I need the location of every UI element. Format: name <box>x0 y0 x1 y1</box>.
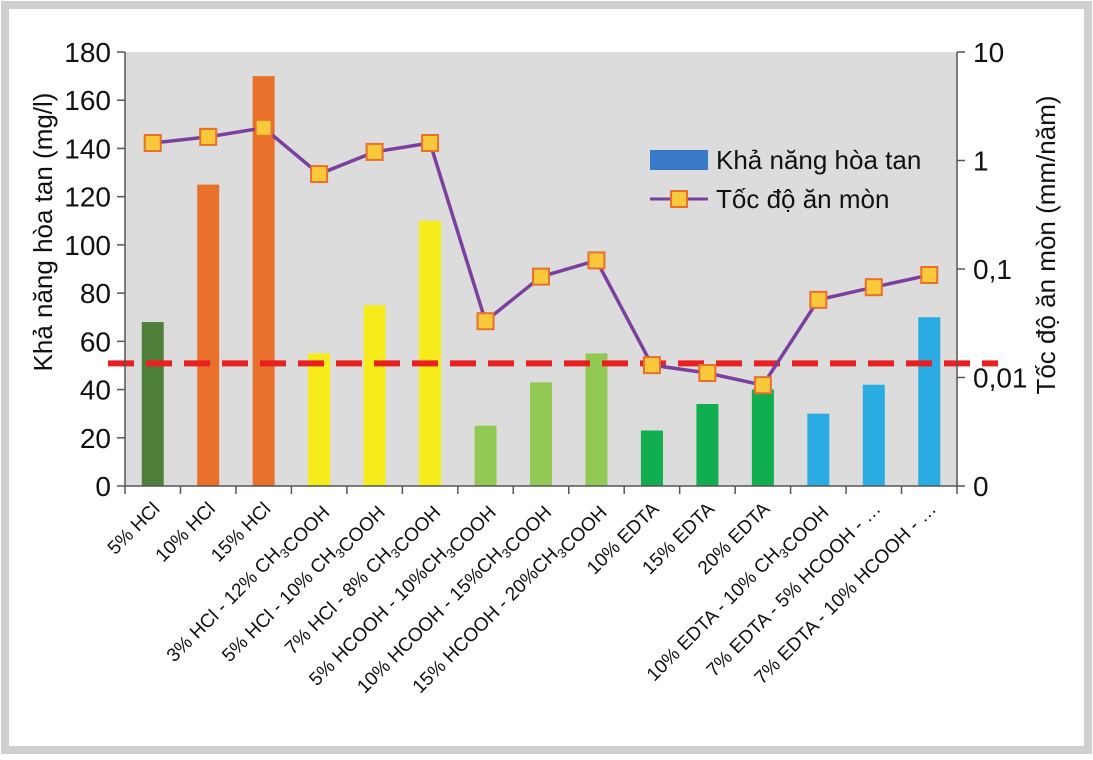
line-series-layer <box>143 118 939 395</box>
line-marker <box>421 133 440 152</box>
y-tick-label: 100 <box>64 230 111 261</box>
line-marker <box>199 127 218 146</box>
line-marker <box>698 364 717 383</box>
y-tick-label: 60 <box>80 326 111 357</box>
bar <box>252 76 275 486</box>
bar <box>807 413 830 486</box>
line-marker <box>920 266 939 285</box>
line-marker <box>753 376 772 395</box>
y2-tick-label: 1 <box>973 146 989 177</box>
bar <box>474 425 497 486</box>
y-tick-label: 140 <box>64 133 111 164</box>
line-marker <box>476 312 495 331</box>
y-axis-title: Khả năng hòa tan (mg/l) <box>28 93 58 372</box>
y2-tick-label: 0,01 <box>973 363 1028 394</box>
bar <box>141 322 164 486</box>
y2-tick-label: 0 <box>973 471 989 502</box>
bars-layer <box>141 76 941 486</box>
bar <box>696 404 719 486</box>
y-tick-label: 20 <box>80 423 111 454</box>
bar <box>751 389 774 486</box>
y-tick-label: 160 <box>64 85 111 116</box>
bar <box>918 317 941 486</box>
bar <box>585 353 608 486</box>
legend-bar-swatch <box>650 150 708 170</box>
legend-label-bars: Khả năng hòa tan <box>716 145 921 175</box>
bar <box>862 384 885 486</box>
bar <box>308 353 331 486</box>
y2-axis-title: Tốc độ ăn mòn (mm/năm) <box>1031 95 1061 394</box>
y2-tick-label: 10 <box>973 37 1004 68</box>
bar <box>640 430 663 486</box>
legend-label-line: Tốc độ ăn mòn <box>716 184 889 214</box>
line-marker <box>809 290 828 309</box>
line-marker <box>365 142 384 161</box>
bar <box>419 220 442 486</box>
y-tick-label: 120 <box>64 182 111 213</box>
line-marker <box>587 251 606 270</box>
bar <box>363 305 386 486</box>
line-marker <box>642 356 661 375</box>
line-marker <box>254 118 273 137</box>
y-tick-label: 0 <box>95 471 111 502</box>
y-tick-label: 80 <box>80 278 111 309</box>
y-tick-label: 180 <box>64 37 111 68</box>
y2-tick-label: 0,1 <box>973 254 1012 285</box>
y-tick-label: 40 <box>80 375 111 406</box>
legend: Khả năng hòa tan Tốc độ ăn mòn <box>650 145 921 214</box>
line-marker <box>864 278 883 297</box>
bar <box>197 184 220 486</box>
line-marker <box>532 267 550 286</box>
line-marker <box>310 165 329 184</box>
bar <box>530 382 552 486</box>
legend-marker-swatch <box>670 190 688 208</box>
axes-layer: 0 20 40 60 80 100 120 140 160 180 0 0,01 0,1 1 10 <box>64 37 1027 502</box>
line-marker <box>143 133 162 152</box>
